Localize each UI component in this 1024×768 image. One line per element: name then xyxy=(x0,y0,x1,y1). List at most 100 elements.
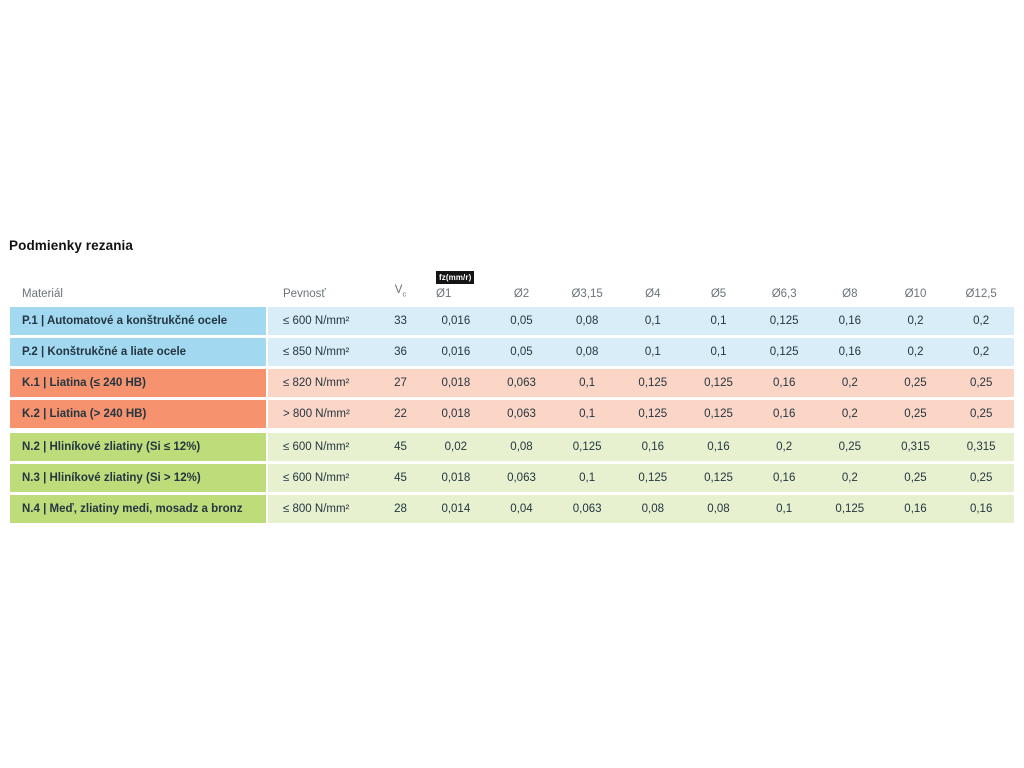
vc-cell: 33 xyxy=(394,315,407,327)
vc-subscript: c xyxy=(402,289,407,298)
table-row: P.1 | Automatové a konštrukčné ocele ≤ 60… xyxy=(10,307,1014,335)
feed-value-cell: 0,2 xyxy=(841,408,858,420)
feed-value-cell: 0,125 xyxy=(638,408,668,420)
table-row: K.2 | Liatina (> 240 HB) > 800 N/mm² 22 0,0… xyxy=(10,400,1014,428)
feed-value-cell: 0,016 xyxy=(441,346,471,358)
feed-value-cell: 0,16 xyxy=(772,472,796,484)
table-row: N.3 | Hliníkové zliatiny (Si > 12%) ≤ 600… xyxy=(10,464,1014,492)
feed-value-cell: 0,2 xyxy=(841,377,858,389)
feed-value-cell: 0,1 xyxy=(644,346,661,358)
feed-value-cell: 0,018 xyxy=(441,472,471,484)
feed-value-cell: 0,125 xyxy=(769,315,799,327)
feed-value-cell: 0,018 xyxy=(441,377,471,389)
feed-value-cell: 0,2 xyxy=(841,472,858,484)
feed-value-cell: 0,315 xyxy=(901,441,930,453)
feed-value-cell: 0,1 xyxy=(579,472,596,484)
vc-cell: 27 xyxy=(394,377,407,389)
table-row: P.2 | Konštrukčné a liate ocele ≤ 850 N/m… xyxy=(10,338,1014,366)
cutting-conditions-table: Materiál Pevnosť Vc fz(mm/r) Ø1 Ø2 Ø3,15 Ø… xyxy=(10,263,1014,523)
vc-cell: 45 xyxy=(394,441,407,453)
feed-value-cell: 0,1 xyxy=(644,315,661,327)
feed-value-cell: 0,16 xyxy=(838,315,862,327)
table-header-row: Materiál Pevnosť Vc fz(mm/r) Ø1 Ø2 Ø3,15 Ø… xyxy=(10,263,1014,307)
pevnost-cell: ≤ 600 N/mm² xyxy=(283,315,350,327)
feed-value-cell: 0,2 xyxy=(973,346,990,358)
row-values: ≤ 600 N/mm² 45 0,02 0,08 0,125 0,16 0,16 0,2 0,2… xyxy=(268,433,1014,461)
feed-value-cell: 0,1 xyxy=(579,377,596,389)
feed-value-cell: 0,25 xyxy=(969,408,993,420)
feed-value-cell: 0,16 xyxy=(838,346,862,358)
feed-value-cell: 0,08 xyxy=(575,346,599,358)
col-header-diameter: Ø10 xyxy=(904,288,927,300)
row-values: ≤ 600 N/mm² 45 0,018 0,063 0,1 0,125 0,125 0,16… xyxy=(268,464,1014,492)
material-cell: P.2 | Konštrukčné a liate ocele xyxy=(10,338,268,366)
feed-value-cell: 0,1 xyxy=(710,346,727,358)
feed-value-cell: 0,125 xyxy=(769,346,799,358)
feed-value-cell: 0,08 xyxy=(641,503,665,515)
feed-value-cell: 0,018 xyxy=(441,408,471,420)
feed-value-cell: 0,125 xyxy=(704,472,733,484)
feed-value-cell: 0,125 xyxy=(704,377,733,389)
feed-value-cell: 0,1 xyxy=(776,503,793,515)
feed-value-cell: 0,125 xyxy=(704,408,733,420)
feed-value-cell: 0,125 xyxy=(835,503,865,515)
material-cell: K.2 | Liatina (> 240 HB) xyxy=(10,400,268,428)
feed-value-cell: 0,08 xyxy=(707,503,730,515)
vc-cell: 22 xyxy=(394,408,407,420)
feed-value-cell: 0,16 xyxy=(707,441,730,453)
feed-value-cell: 0,063 xyxy=(507,377,536,389)
col-header-diameter: Ø12,5 xyxy=(965,288,997,300)
feed-value-cell: 0,08 xyxy=(575,315,599,327)
feed-value-cell: 0,1 xyxy=(710,315,727,327)
feed-value-cell: 0,2 xyxy=(907,346,924,358)
material-cell: P.1 | Automatové a konštrukčné ocele xyxy=(10,307,268,335)
row-values: ≤ 850 N/mm² 36 0,016 0,05 0,08 0,1 0,1 0,125 0,1… xyxy=(268,338,1014,366)
feed-value-cell: 0,063 xyxy=(572,503,602,515)
feed-value-cell: 0,16 xyxy=(772,408,796,420)
feed-value-cell: 0,2 xyxy=(973,315,990,327)
pevnost-cell: ≤ 800 N/mm² xyxy=(283,503,350,515)
row-values: ≤ 820 N/mm² 27 0,018 0,063 0,1 0,125 0,125 0,16… xyxy=(268,369,1014,397)
col-header-vc: Vc xyxy=(378,283,423,301)
pevnost-cell: ≤ 600 N/mm² xyxy=(283,472,350,484)
feed-value-cell: 0,04 xyxy=(510,503,533,515)
feed-value-cell: 0,16 xyxy=(772,377,796,389)
feed-value-cell: 0,25 xyxy=(969,377,993,389)
col-header-diameter: Ø6,3 xyxy=(771,288,797,300)
table-row: K.1 | Liatina (≤ 240 HB) ≤ 820 N/mm² 27 0,0… xyxy=(10,369,1014,397)
vc-cell: 36 xyxy=(394,346,407,358)
col-header-diameter: Ø8 xyxy=(842,288,858,300)
feed-value-cell: 0,25 xyxy=(904,408,927,420)
feed-value-cell: 0,16 xyxy=(904,503,927,515)
feed-value-cell: 0,05 xyxy=(510,315,533,327)
col-header-material: Materiál xyxy=(22,288,63,300)
table-row: N.2 | Hliníkové zliatiny (Si ≤ 12%) ≤ 600… xyxy=(10,433,1014,461)
feed-value-cell: 0,16 xyxy=(641,441,665,453)
material-cell: N.3 | Hliníkové zliatiny (Si > 12%) xyxy=(10,464,268,492)
vc-cell: 45 xyxy=(394,472,407,484)
feed-value-cell: 0,315 xyxy=(966,441,996,453)
row-values: ≤ 600 N/mm² 33 0,016 0,05 0,08 0,1 0,1 0,125 0,1… xyxy=(268,307,1014,335)
col-header-diameter: Ø4 xyxy=(645,288,661,300)
diameter-label: Ø1 xyxy=(436,288,452,300)
table-row: N.4 | Meď, zliatiny medi, mosadz a bronz… xyxy=(10,495,1014,523)
pevnost-cell: ≤ 600 N/mm² xyxy=(283,441,350,453)
table-body: P.1 | Automatové a konštrukčné ocele ≤ 60… xyxy=(10,307,1014,523)
col-header-pevnost: Pevnosť xyxy=(283,288,326,300)
feed-value-cell: 0,25 xyxy=(904,377,927,389)
feed-value-cell: 0,25 xyxy=(838,441,862,453)
feed-value-cell: 0,2 xyxy=(907,315,924,327)
feed-value-cell: 0,02 xyxy=(444,441,468,453)
pevnost-cell: ≤ 850 N/mm² xyxy=(283,346,350,358)
feed-value-cell: 0,063 xyxy=(507,408,536,420)
feed-value-cell: 0,25 xyxy=(904,472,927,484)
feed-value-cell: 0,014 xyxy=(441,503,471,515)
feed-value-cell: 0,05 xyxy=(510,346,533,358)
row-values: ≤ 800 N/mm² 28 0,014 0,04 0,063 0,08 0,08 0,1 0,… xyxy=(268,495,1014,523)
material-cell: K.1 | Liatina (≤ 240 HB) xyxy=(10,369,268,397)
feed-value-cell: 0,08 xyxy=(510,441,533,453)
col-header-diameter: Ø3,15 xyxy=(571,288,603,300)
feed-value-cell: 0,063 xyxy=(507,472,536,484)
header-rest: Pevnosť Vc fz(mm/r) Ø1 Ø2 Ø3,15 Ø4 Ø5 Ø6,3 Ø8… xyxy=(268,271,1014,301)
